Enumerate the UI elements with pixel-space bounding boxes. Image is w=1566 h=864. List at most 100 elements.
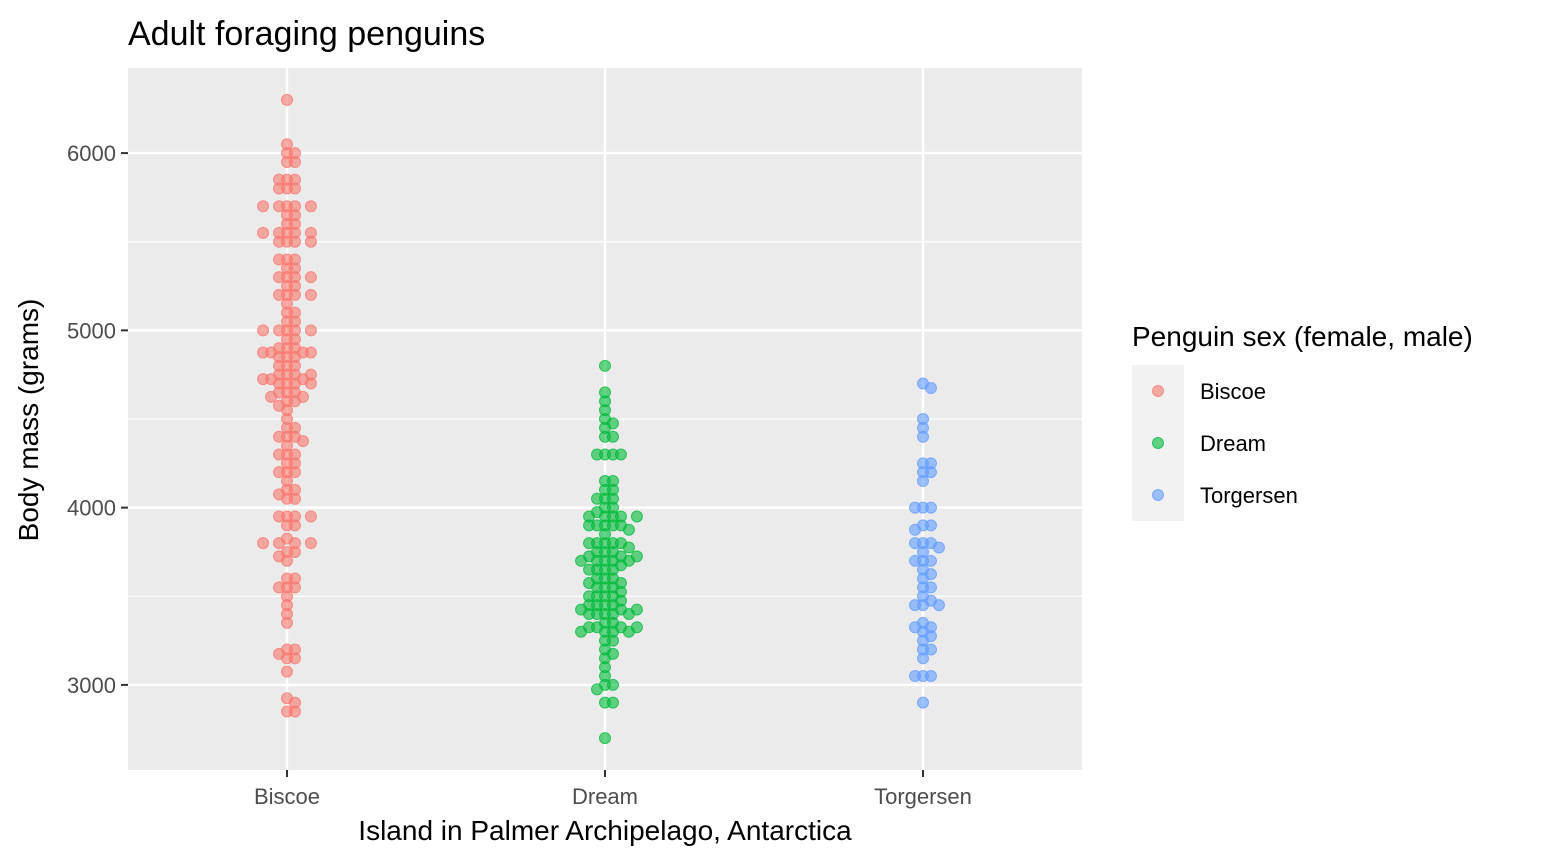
data-point	[924, 581, 937, 594]
data-point	[924, 501, 937, 514]
data-points	[257, 93, 945, 745]
data-point	[304, 200, 317, 213]
data-point	[288, 581, 301, 594]
x-tick-label: Dream	[572, 784, 638, 809]
y-tick-label: 4000	[67, 496, 116, 521]
data-point	[304, 324, 317, 337]
legend-marker	[1152, 489, 1164, 501]
data-point	[281, 665, 293, 678]
data-point	[909, 501, 922, 514]
data-point	[304, 346, 317, 359]
data-point	[909, 537, 922, 550]
legend: Penguin sex (female, male) Biscoe Dream To…	[1132, 321, 1473, 521]
data-point	[304, 537, 317, 550]
data-point	[288, 492, 301, 505]
data-point	[273, 253, 286, 266]
data-point	[606, 678, 619, 691]
data-point	[273, 510, 286, 523]
y-tick-label: 6000	[67, 141, 116, 166]
data-point	[622, 541, 635, 554]
legend-label: Torgersen	[1200, 483, 1298, 508]
data-point	[281, 554, 293, 567]
data-point	[304, 377, 317, 390]
data-point	[909, 554, 922, 567]
data-point	[273, 324, 286, 337]
data-point	[924, 554, 937, 567]
data-point	[304, 510, 317, 523]
data-point	[924, 643, 937, 656]
data-point	[257, 226, 270, 239]
data-point	[932, 541, 945, 554]
data-point	[909, 523, 922, 536]
data-point	[265, 390, 278, 403]
data-point	[909, 599, 922, 612]
data-point	[288, 235, 301, 248]
data-point	[917, 475, 929, 488]
legend-label: Biscoe	[1200, 379, 1266, 404]
data-point	[575, 625, 588, 638]
data-point	[257, 537, 270, 550]
data-point	[606, 634, 619, 647]
data-point	[924, 670, 937, 683]
data-point	[606, 696, 619, 709]
data-point	[917, 696, 929, 709]
x-tick-label: Biscoe	[254, 784, 320, 809]
data-point	[599, 732, 611, 745]
legend-marker	[1152, 385, 1164, 397]
data-point	[273, 200, 286, 213]
data-point	[591, 448, 604, 461]
data-point	[257, 324, 270, 337]
y-tick-label: 5000	[67, 318, 116, 343]
data-point	[583, 519, 596, 532]
data-point	[917, 430, 929, 443]
data-point	[583, 563, 596, 576]
data-point	[288, 705, 301, 718]
data-point	[257, 346, 270, 359]
data-point	[304, 288, 317, 301]
data-point	[614, 448, 627, 461]
legend-title: Penguin sex (female, male)	[1132, 321, 1473, 352]
data-point	[288, 519, 301, 532]
data-point	[304, 235, 317, 248]
data-point	[273, 466, 286, 479]
data-point	[909, 670, 922, 683]
data-point	[273, 537, 286, 550]
y-axis: 3000 4000 5000 6000	[67, 141, 128, 698]
data-point	[924, 381, 937, 394]
data-point	[591, 683, 604, 696]
data-point	[606, 430, 619, 443]
data-point	[599, 359, 611, 372]
data-point	[288, 652, 301, 665]
data-point	[281, 616, 293, 629]
data-point	[273, 448, 286, 461]
data-point	[304, 271, 317, 284]
data-point	[296, 435, 309, 448]
data-point	[622, 625, 635, 638]
y-tick-label: 3000	[67, 673, 116, 698]
data-point	[288, 395, 301, 408]
data-point	[591, 492, 604, 505]
data-point	[924, 466, 937, 479]
y-axis-title: Body mass (grams)	[13, 299, 44, 542]
data-point	[288, 466, 301, 479]
data-point	[622, 608, 635, 620]
data-point	[630, 510, 643, 523]
data-point	[575, 554, 588, 567]
data-point	[924, 519, 937, 532]
data-point	[622, 523, 635, 536]
data-point	[273, 581, 286, 594]
data-point	[288, 182, 301, 195]
data-point	[273, 235, 286, 248]
x-axis: Biscoe Dream Torgersen	[254, 770, 972, 809]
x-axis-title: Island in Palmer Archipelago, Antarctica	[358, 815, 852, 846]
data-point	[932, 599, 945, 612]
data-point	[273, 182, 286, 195]
data-point	[281, 93, 293, 106]
data-point	[583, 537, 596, 550]
data-point	[917, 652, 929, 665]
data-point	[583, 608, 596, 620]
data-point	[273, 288, 286, 301]
data-point	[288, 545, 301, 558]
data-point	[288, 155, 301, 168]
